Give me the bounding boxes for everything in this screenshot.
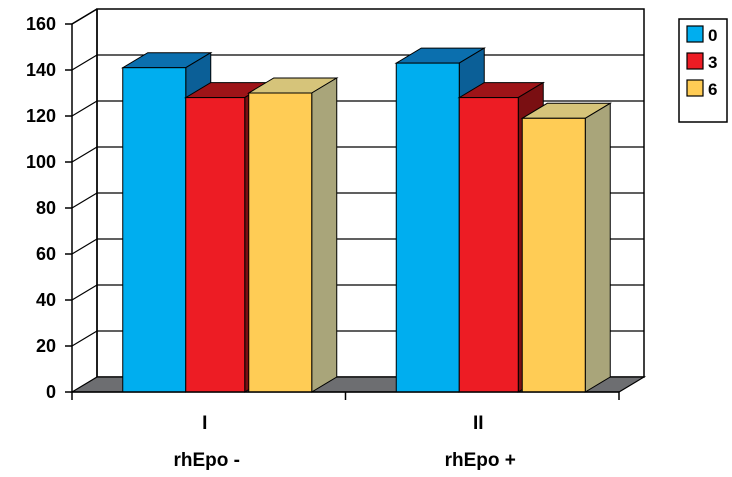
gridline-depth bbox=[71, 238, 98, 255]
y-axis-top-depth bbox=[71, 8, 98, 25]
x-tick-sublabel: rhEpo + bbox=[445, 450, 516, 471]
y-tick-label: 120 bbox=[26, 106, 56, 126]
x-tick-label: I bbox=[202, 413, 207, 434]
y-tick-label: 100 bbox=[26, 152, 56, 172]
legend-swatch bbox=[686, 79, 704, 97]
bar-front bbox=[122, 67, 187, 393]
legend-label: 0 bbox=[708, 26, 717, 45]
bar-front bbox=[458, 97, 519, 393]
y-tick-label: 20 bbox=[36, 336, 56, 356]
bars bbox=[120, 47, 613, 393]
x-tick-sublabel: rhEpo - bbox=[174, 450, 241, 471]
legend-swatch bbox=[686, 52, 704, 70]
bar-side bbox=[311, 77, 338, 393]
bar-front bbox=[185, 97, 246, 393]
y-tick-label: 80 bbox=[36, 198, 56, 218]
axes bbox=[65, 8, 620, 400]
gridline-depth bbox=[71, 284, 98, 301]
gridline-depth bbox=[71, 100, 98, 117]
bar-front bbox=[521, 117, 586, 393]
bar-6-II bbox=[520, 102, 613, 393]
gridline-depth bbox=[71, 54, 98, 71]
bar-front bbox=[395, 62, 460, 393]
y-tick-label: 160 bbox=[26, 14, 56, 34]
y-tick-label: 0 bbox=[46, 382, 56, 402]
legend: 0 3 6 bbox=[678, 18, 728, 123]
x-tick-label: II bbox=[473, 413, 484, 434]
bar-side bbox=[584, 102, 611, 393]
bar-6-I bbox=[246, 77, 339, 393]
gridline-depth bbox=[71, 192, 98, 209]
gridline-depth bbox=[71, 330, 98, 347]
legend-label: 3 bbox=[708, 53, 717, 72]
y-tick-label: 140 bbox=[26, 60, 56, 80]
legend-label: 6 bbox=[708, 80, 717, 99]
legend-swatch bbox=[686, 25, 704, 43]
y-tick-label: 40 bbox=[36, 290, 56, 310]
y-tick-label: 60 bbox=[36, 244, 56, 264]
gridline-depth bbox=[71, 146, 98, 163]
bar-front bbox=[248, 92, 313, 393]
